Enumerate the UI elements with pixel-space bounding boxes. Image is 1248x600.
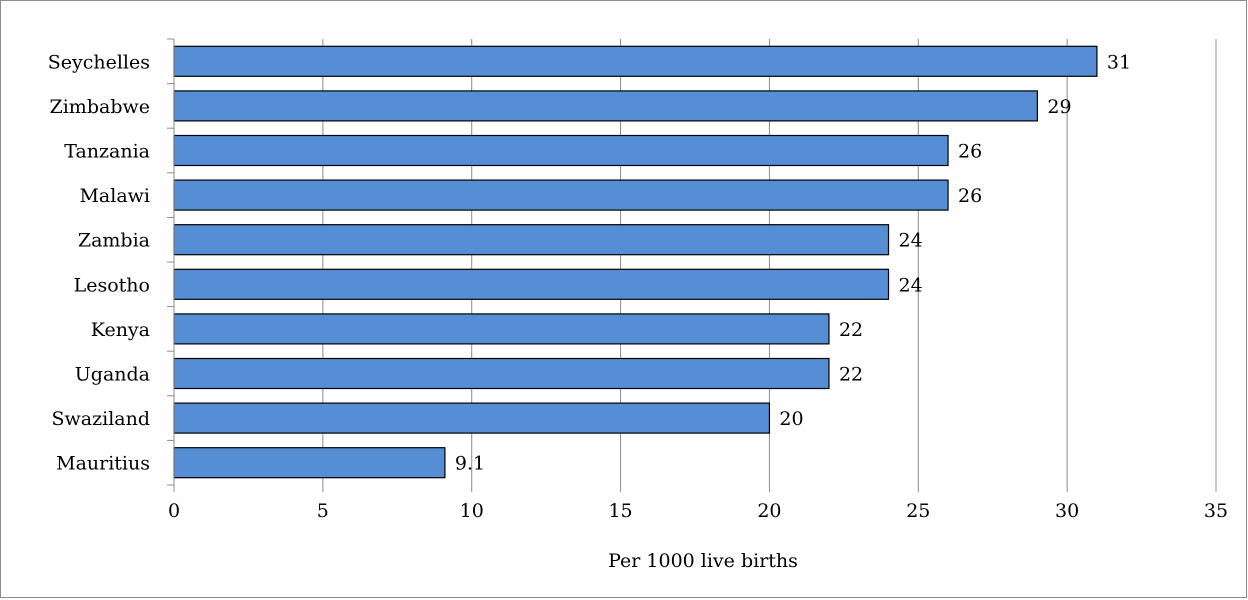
data-label-kenya: 22 bbox=[839, 319, 863, 341]
category-label-seychelles: Seychelles bbox=[48, 51, 150, 73]
category-label-tanzania: Tanzania bbox=[64, 141, 150, 163]
data-label-tanzania: 26 bbox=[958, 141, 982, 163]
bar-zimbabwe bbox=[173, 90, 1038, 122]
x-tick-label-25: 25 bbox=[906, 500, 930, 522]
bar-tanzania bbox=[173, 134, 949, 167]
data-label-malawi: 26 bbox=[958, 185, 982, 207]
data-label-lesotho: 24 bbox=[899, 274, 923, 296]
data-label-uganda: 22 bbox=[839, 364, 863, 386]
labels: 0 5 10 15 20 25 30 35 Seychelles 31 Zimbabwe 29 Tanz… bbox=[48, 51, 1228, 522]
category-label-malawi: Malawi bbox=[79, 185, 150, 207]
category-label-zimbabwe: Zimbabwe bbox=[50, 96, 150, 118]
category-label-kenya: Kenya bbox=[91, 319, 150, 341]
x-tick-label-10: 10 bbox=[460, 500, 484, 522]
bar-kenya bbox=[173, 313, 830, 345]
x-tick-label-30: 30 bbox=[1055, 500, 1079, 522]
x-tick-label-5: 5 bbox=[317, 500, 329, 522]
x-tick-label-15: 15 bbox=[608, 500, 632, 522]
category-label-swaziland: Swaziland bbox=[52, 408, 151, 430]
axes bbox=[167, 38, 1217, 492]
x-tick-label-20: 20 bbox=[757, 500, 781, 522]
bar-seychelles bbox=[173, 45, 1098, 77]
category-label-mauritius: Mauritius bbox=[56, 453, 150, 475]
data-label-zimbabwe: 29 bbox=[1047, 96, 1071, 118]
category-label-uganda: Uganda bbox=[75, 364, 150, 386]
data-label-zambia: 24 bbox=[899, 230, 923, 252]
bar-malawi bbox=[173, 179, 949, 211]
x-tick-label-0: 0 bbox=[168, 500, 180, 522]
data-label-seychelles: 31 bbox=[1107, 51, 1131, 73]
bar-zambia bbox=[173, 224, 890, 256]
bar-mauritius bbox=[173, 447, 446, 479]
x-axis-title: Per 1000 live births bbox=[608, 550, 798, 572]
data-label-mauritius: 9.1 bbox=[455, 453, 485, 475]
x-tick-label-35: 35 bbox=[1204, 500, 1228, 522]
bar-uganda bbox=[173, 357, 830, 390]
bar-swaziland bbox=[173, 402, 771, 434]
category-label-lesotho: Lesotho bbox=[74, 274, 150, 296]
bars bbox=[173, 45, 1098, 479]
category-label-zambia: Zambia bbox=[78, 230, 150, 252]
data-label-swaziland: 20 bbox=[779, 408, 803, 430]
bar-lesotho bbox=[173, 268, 890, 300]
